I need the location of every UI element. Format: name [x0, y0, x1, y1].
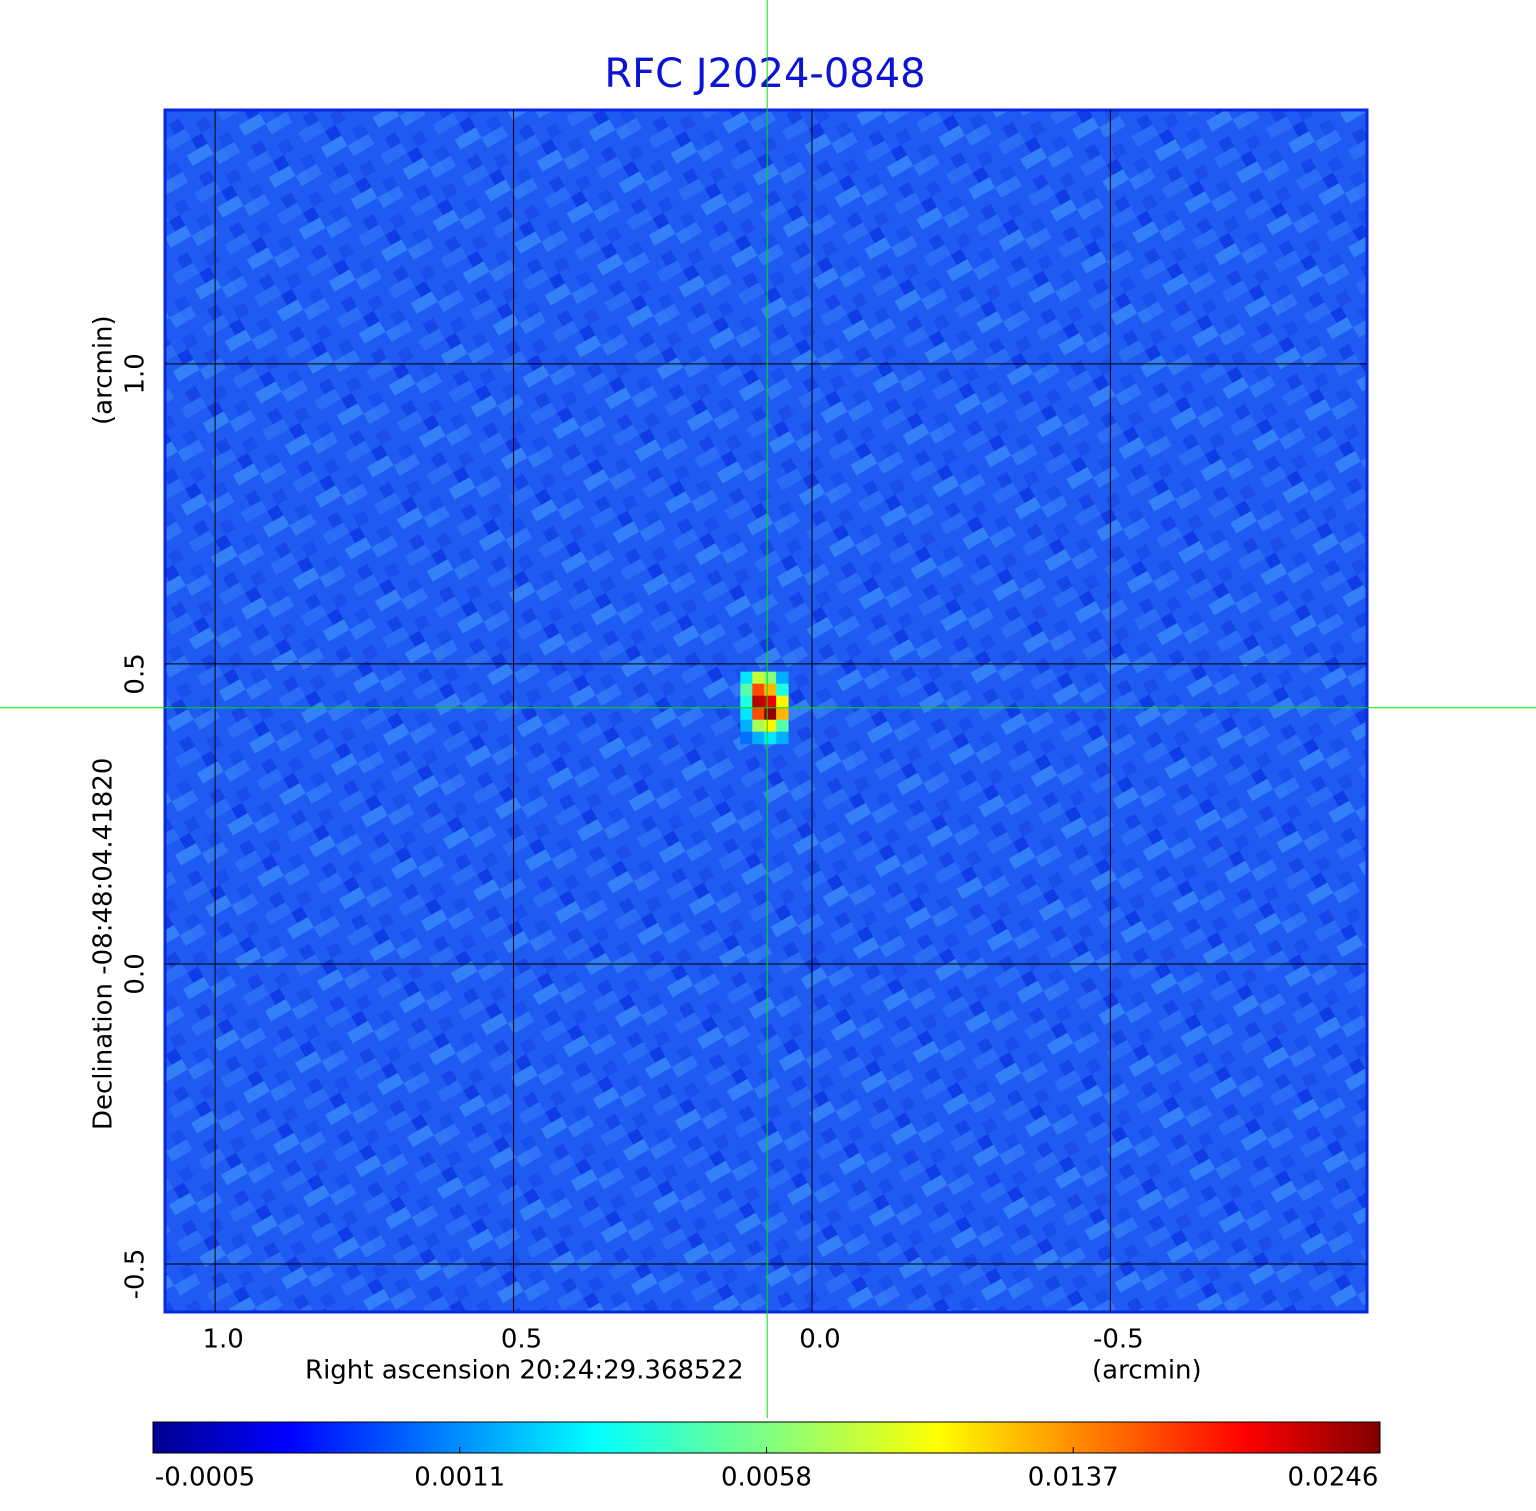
- image-pixel: [764, 707, 777, 721]
- colorbar-tick-label: -0.0005: [155, 1463, 255, 1493]
- image-pixel: [776, 731, 789, 745]
- image-pixel: [752, 695, 765, 709]
- x-tick-label: 0.0: [799, 1325, 840, 1355]
- y-axis-label: Declination -08:48:04.41820: [89, 758, 119, 1130]
- image-pixel: [776, 707, 789, 721]
- x-axis-label: Right ascension 20:24:29.368522: [305, 1356, 744, 1386]
- image-pixel: [740, 707, 753, 721]
- image-pixel: [752, 707, 765, 721]
- image-pixel: [740, 671, 753, 685]
- image-pixel: [740, 683, 753, 697]
- x-tick-label: -0.5: [1093, 1325, 1144, 1355]
- image-pixel: [764, 695, 777, 709]
- image-pixel: [764, 683, 777, 697]
- colorbar-tick-label: 0.0058: [721, 1463, 812, 1493]
- x-axis-unit: (arcmin): [1092, 1356, 1202, 1386]
- y-axis-unit: (arcmin): [89, 315, 119, 425]
- image-pixel: [764, 731, 777, 745]
- y-tick-label: 0.0: [121, 953, 151, 994]
- image-pixel: [740, 695, 753, 709]
- image-pixel: [752, 671, 765, 685]
- chart-title: RFC J2024-0848: [604, 51, 925, 97]
- x-tick-label: 0.5: [501, 1325, 542, 1355]
- image-pixel: [740, 731, 753, 745]
- image-pixel: [752, 683, 765, 697]
- image-pixel: [776, 719, 789, 733]
- image-pixel: [740, 719, 753, 733]
- colorbar-tick-label: 0.0137: [1028, 1463, 1119, 1493]
- colorbar-tick-label: 0.0011: [414, 1463, 505, 1493]
- image-pixel: [752, 731, 765, 745]
- image-pixel: [776, 695, 789, 709]
- image-pixel: [776, 671, 789, 685]
- x-tick-label: 1.0: [202, 1325, 243, 1355]
- y-tick-label: -0.5: [121, 1249, 151, 1300]
- image-pixel: [764, 719, 777, 733]
- colorbar-tick-label: 0.0246: [1288, 1463, 1379, 1493]
- image-pixel: [776, 683, 789, 697]
- plot: [165, 110, 1367, 1312]
- image-pixel: [764, 671, 777, 685]
- image-pixel: [752, 719, 765, 733]
- y-tick-label: 0.5: [121, 653, 151, 694]
- y-tick-label: 1.0: [121, 353, 151, 394]
